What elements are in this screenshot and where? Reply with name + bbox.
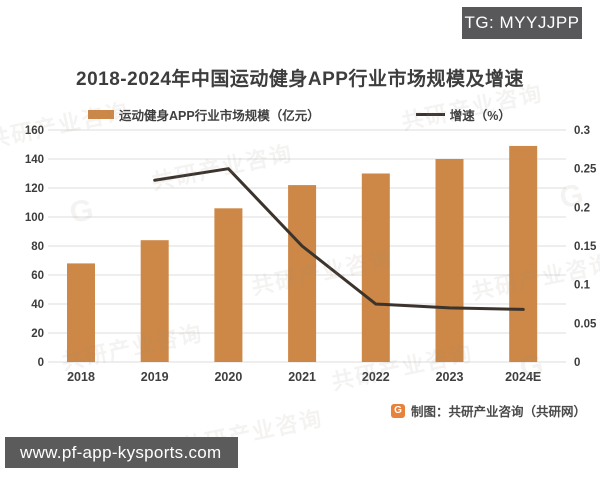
x-axis-label-2024E: 2024E [505, 370, 541, 384]
x-axis-label-2021: 2021 [288, 370, 316, 384]
left-axis-tick: 20 [31, 328, 44, 340]
left-axis-tick: 0 [38, 357, 44, 369]
bar-swatch-icon [88, 109, 114, 119]
bar-2020 [214, 208, 243, 362]
legend-label-growth: 增速（%） [449, 108, 511, 123]
bar-2018 [67, 263, 95, 362]
left-axis-tick: 160 [25, 125, 44, 137]
legend-label-market-size: 运动健身APP行业市场规模（亿元） [119, 108, 320, 123]
x-axis-label-2022: 2022 [362, 370, 390, 384]
right-axis-tick: 0.05 [574, 318, 597, 330]
right-axis-tick: 0 [574, 357, 580, 369]
growth-line [153, 167, 525, 311]
bar-2022 [361, 173, 390, 362]
bar-2023 [435, 159, 464, 362]
left-axis-tick: 80 [31, 241, 44, 253]
url-bar: www.pf-app-kysports.com [5, 437, 238, 468]
legend-item-growth: 增速（%） [415, 105, 511, 124]
x-axis-label-2018: 2018 [67, 370, 95, 384]
legend-item-market-size: 运动健身APP行业市场规模（亿元） [88, 105, 320, 124]
bar-2021 [288, 185, 317, 362]
left-axis-tick: 100 [25, 212, 44, 224]
credit-text: 制图：共研产业咨询（共研网） [410, 405, 586, 419]
credit-line: G 制图：共研产业咨询（共研网） [390, 401, 586, 420]
x-axis-label-2019: 2019 [141, 370, 169, 384]
x-axis-label-2023: 2023 [436, 370, 464, 384]
telegram-badge: TG: MYYJJPP [462, 7, 582, 39]
right-axis-tick: 0.1 [574, 280, 591, 292]
left-axis-tick: 140 [25, 154, 44, 166]
right-axis-tick: 0.3 [574, 125, 590, 137]
right-axis-tick: 0.2 [574, 202, 590, 214]
left-axis-tick: 120 [25, 183, 44, 195]
right-axis-tick: 0.25 [574, 164, 597, 176]
x-axis-label-2020: 2020 [214, 370, 242, 384]
chart-title: 2018-2024年中国运动健身APP行业市场规模及增速 [76, 69, 524, 90]
bar-2019 [140, 240, 169, 362]
chart-legend: 运动健身APP行业市场规模（亿元） 增速（%） [0, 104, 600, 124]
right-axis-tick: 0.15 [574, 241, 597, 253]
line-swatch-icon [415, 112, 445, 116]
bar-2024E [509, 145, 538, 362]
left-axis-tick: 40 [31, 299, 44, 311]
gongyan-logo-icon: G [390, 403, 405, 418]
left-axis-tick: 60 [31, 270, 44, 282]
